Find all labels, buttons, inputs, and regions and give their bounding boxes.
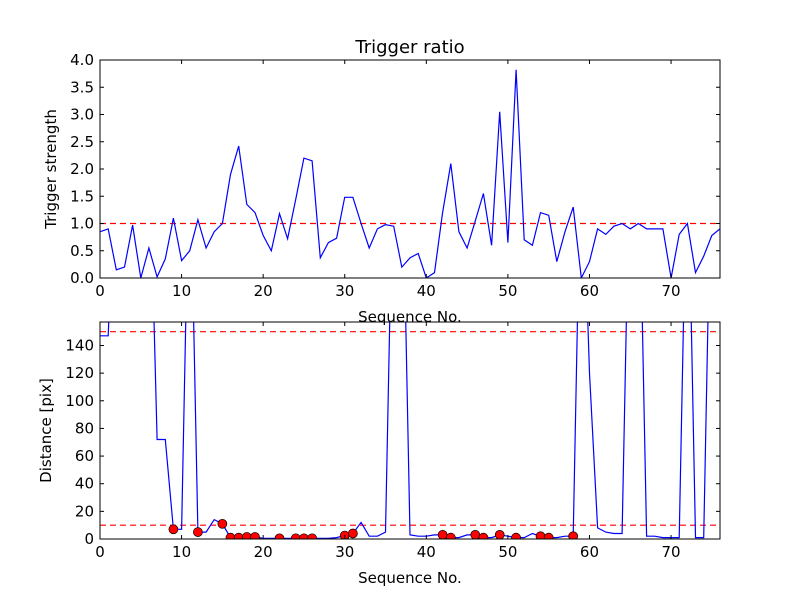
y-tick-label: 3.0 bbox=[70, 106, 94, 124]
y-tick-label: 0.5 bbox=[70, 242, 94, 260]
marker-point bbox=[233, 532, 244, 539]
x-tick-label: 0 bbox=[95, 282, 105, 300]
series-line bbox=[100, 322, 709, 539]
x-tick-label: 20 bbox=[254, 543, 273, 561]
y-tick-label: 60 bbox=[75, 447, 94, 465]
marker-point bbox=[250, 532, 260, 539]
y-tick-label: 140 bbox=[65, 336, 94, 354]
y-tick-label: 4.0 bbox=[70, 51, 94, 69]
chart-title: Trigger ratio bbox=[354, 37, 464, 58]
plot-area bbox=[100, 69, 720, 278]
marker-point bbox=[470, 530, 481, 539]
marker-point bbox=[290, 533, 301, 539]
marker-point bbox=[217, 518, 228, 529]
series-line bbox=[100, 69, 720, 278]
x-tick-label: 30 bbox=[335, 282, 354, 300]
axes-frame bbox=[99, 321, 721, 540]
trigger-ratio-axes: 0 10 20 30 40 50 60 70 0.0 0.5 1.0 1.5 2.0 2.5 3.0 3.5 4… bbox=[42, 37, 721, 326]
y-tick-label: 1.0 bbox=[70, 215, 94, 233]
x-tick-label: 20 bbox=[254, 282, 273, 300]
axes-frame bbox=[99, 59, 721, 279]
marker-point bbox=[168, 524, 179, 535]
x-axis-label: Sequence No. bbox=[358, 308, 462, 326]
y-axis-label: Distance [pix] bbox=[37, 378, 55, 483]
x-tick-label: 50 bbox=[498, 282, 517, 300]
y-tick-label: 2.0 bbox=[70, 160, 94, 178]
y-tick-label: 100 bbox=[65, 392, 94, 410]
marker-point bbox=[193, 527, 203, 537]
marker-point bbox=[241, 532, 252, 539]
marker-point bbox=[445, 532, 456, 539]
marker-point bbox=[225, 532, 236, 539]
x-tick-label: 10 bbox=[172, 543, 191, 561]
marker-point bbox=[511, 532, 521, 539]
x-tick-label: 40 bbox=[417, 543, 436, 561]
marker-point bbox=[307, 533, 317, 539]
y-tick-label: 20 bbox=[75, 502, 94, 520]
x-tick-label: 70 bbox=[662, 282, 681, 300]
x-tick-label: 40 bbox=[417, 282, 436, 300]
y-tick-label: 1.5 bbox=[70, 187, 94, 205]
plot-area bbox=[100, 322, 720, 539]
x-tick-label: 60 bbox=[580, 282, 599, 300]
distance-axes: 0 10 20 30 40 50 60 70 0 20 40 60 80 100 120 140 Sequenc… bbox=[37, 321, 721, 587]
y-tick-label: 120 bbox=[65, 364, 94, 382]
marker-point bbox=[494, 530, 505, 539]
marker-point bbox=[478, 532, 489, 539]
marker-point bbox=[274, 533, 285, 539]
x-axis-label: Sequence No. bbox=[358, 569, 462, 587]
marker-point bbox=[568, 531, 579, 539]
y-tick-label: 40 bbox=[75, 475, 94, 493]
marker-point bbox=[299, 533, 309, 539]
x-tick-label: 10 bbox=[172, 282, 191, 300]
marker-point bbox=[348, 528, 358, 539]
x-tick-label: 30 bbox=[335, 543, 354, 561]
x-tick-label: 60 bbox=[580, 543, 599, 561]
y-tick-label: 0 bbox=[84, 530, 94, 548]
x-tick-label: 50 bbox=[498, 543, 517, 561]
marker-point bbox=[543, 532, 554, 539]
y-tick-label: 0.0 bbox=[70, 269, 94, 287]
y-tick-label: 2.5 bbox=[70, 133, 94, 151]
x-tick-label: 0 bbox=[95, 543, 105, 561]
marker-point bbox=[437, 530, 448, 539]
y-tick-label: 80 bbox=[75, 419, 94, 437]
y-axis-label: Trigger strength bbox=[42, 109, 60, 230]
y-tick-label: 3.5 bbox=[70, 78, 94, 96]
x-tick-label: 70 bbox=[662, 543, 681, 561]
